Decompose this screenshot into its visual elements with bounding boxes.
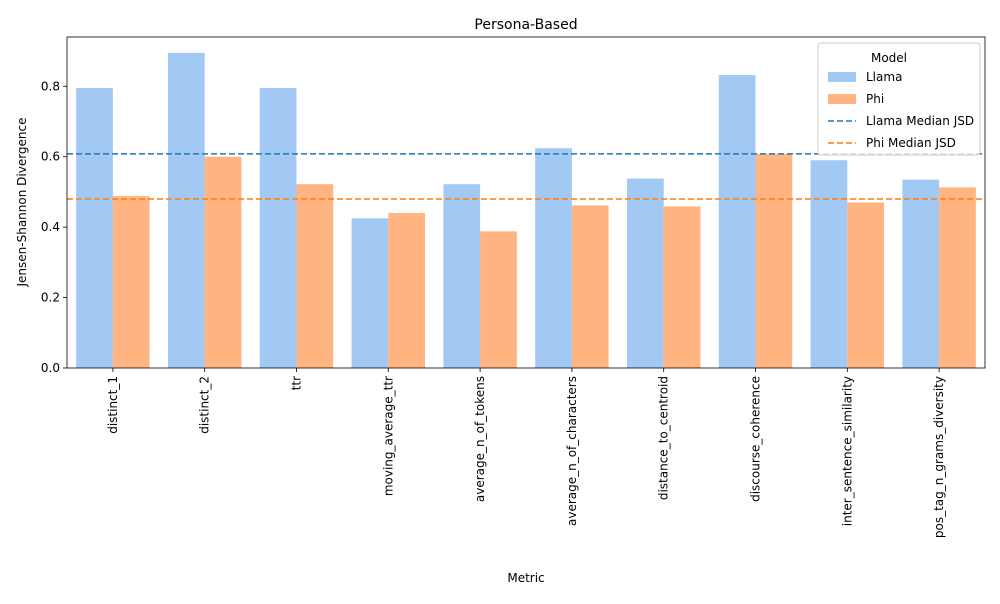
bar-llama-discourse_coherence bbox=[718, 75, 756, 368]
bar-phi-distinct_1 bbox=[112, 196, 150, 368]
y-tick-label-1: 0.2 bbox=[41, 291, 60, 305]
y-axis-label: Jensen-Shannon Divergence bbox=[15, 117, 29, 287]
bar-phi-distinct_2 bbox=[204, 156, 242, 368]
x-tick-label-0: distinct_1 bbox=[106, 376, 120, 434]
axes-layer: 0.0 0.2 0.4 0.6 0.8 distinct_1 distinct_2 ttr mo… bbox=[41, 36, 986, 538]
chart-title: Persona-Based bbox=[474, 17, 577, 33]
y-tick-label-2: 0.4 bbox=[41, 220, 60, 234]
x-tick-label-5: average_n_of_characters bbox=[565, 376, 579, 526]
legend-frame bbox=[817, 42, 981, 156]
legend-swatch-1 bbox=[828, 94, 856, 104]
x-tick-label-9: pos_tag_n_grams_diversity bbox=[932, 376, 946, 538]
x-tick-label-7: discourse_coherence bbox=[749, 376, 763, 502]
plot-frame bbox=[66, 36, 986, 369]
bar-llama-inter_sentence_similarity bbox=[810, 160, 848, 368]
legend-label-0: Llama bbox=[866, 70, 902, 84]
bar-llama-distinct_2 bbox=[167, 52, 205, 368]
legend-title: Model bbox=[871, 51, 907, 65]
bar-phi-moving_average_ttr bbox=[388, 213, 426, 368]
legend: Model Llama Phi Llama Median JSD Phi Median… bbox=[817, 42, 981, 156]
bar-llama-pos_tag_n_grams_diversity bbox=[902, 179, 940, 368]
legend-label-1: Phi bbox=[866, 92, 884, 106]
x-tick-label-2: ttr bbox=[290, 376, 304, 390]
legend-items: Llama Phi Llama Median JSD Phi Median JSD bbox=[828, 70, 974, 150]
x-tick-label-1: distinct_2 bbox=[198, 376, 212, 434]
x-tick-label-4: average_n_of_tokens bbox=[473, 376, 487, 502]
legend-line-label-0: Llama Median JSD bbox=[866, 114, 974, 128]
bar-phi-average_n_of_tokens bbox=[480, 231, 517, 368]
bar-llama-average_n_of_characters bbox=[535, 148, 572, 368]
bar-llama-distance_to_centroid bbox=[626, 178, 664, 368]
bars-layer bbox=[76, 52, 976, 368]
bar-llama-ttr bbox=[259, 88, 297, 368]
legend-swatch-0 bbox=[828, 72, 856, 82]
bar-llama-moving_average_ttr bbox=[351, 218, 389, 368]
y-tick-label-0: 0.0 bbox=[41, 361, 60, 375]
x-tick-label-3: moving_average_ttr bbox=[381, 376, 395, 496]
y-tick-label-3: 0.6 bbox=[41, 150, 60, 164]
bar-phi-distance_to_centroid bbox=[663, 206, 701, 368]
bar-phi-discourse_coherence bbox=[755, 153, 793, 368]
legend-line-label-1: Phi Median JSD bbox=[866, 136, 956, 150]
bar-phi-ttr bbox=[296, 184, 334, 368]
y-tick-label-4: 0.8 bbox=[41, 79, 60, 93]
bar-llama-distinct_1 bbox=[76, 88, 113, 368]
x-axis-label: Metric bbox=[507, 571, 544, 585]
x-tick-label-6: distance_to_centroid bbox=[657, 376, 671, 500]
bar-llama-average_n_of_tokens bbox=[443, 184, 481, 368]
bar-phi-inter_sentence_similarity bbox=[847, 202, 885, 368]
bar-phi-average_n_of_characters bbox=[571, 205, 609, 368]
x-tick-label-8: inter_sentence_similarity bbox=[840, 376, 854, 526]
bar-phi-pos_tag_n_grams_diversity bbox=[939, 187, 976, 368]
